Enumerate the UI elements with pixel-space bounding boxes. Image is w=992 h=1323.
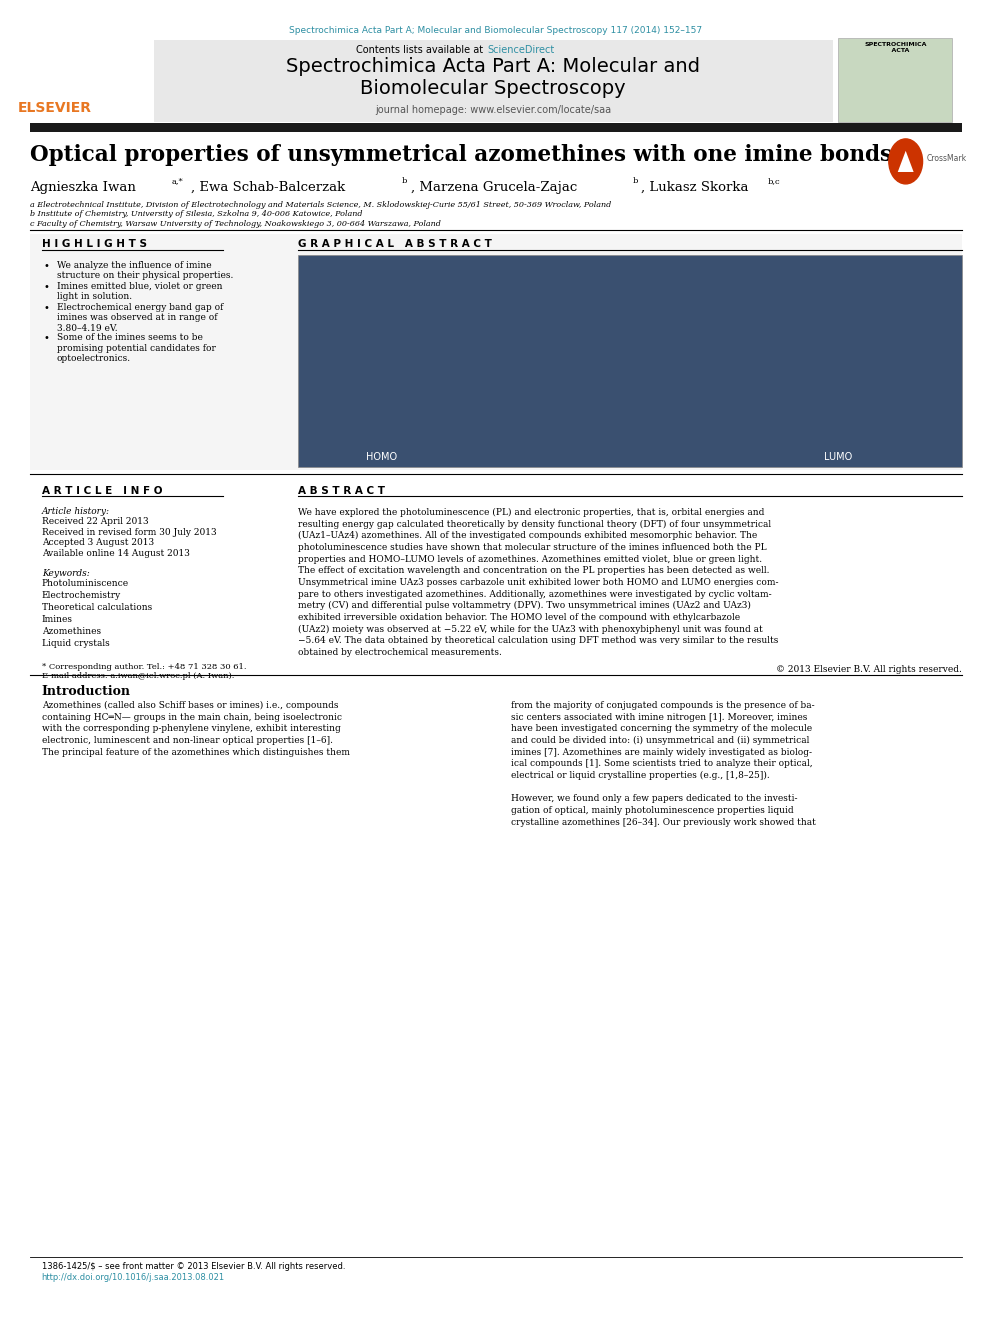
Text: Received in revised form 30 July 2013: Received in revised form 30 July 2013 xyxy=(42,528,216,537)
Text: Optical properties of unsymmetrical azomethines with one imine bonds: Optical properties of unsymmetrical azom… xyxy=(30,144,892,167)
Bar xyxy=(154,40,833,122)
Text: Accepted 3 August 2013: Accepted 3 August 2013 xyxy=(42,538,154,548)
Text: We have explored the photoluminescence (PL) and electronic properties, that is, : We have explored the photoluminescence (… xyxy=(298,508,764,517)
Text: Electrochemical energy band gap of
imines was observed at in range of
3.80–4.19 : Electrochemical energy band gap of imine… xyxy=(57,303,223,333)
Text: , Lukasz Skorka: , Lukasz Skorka xyxy=(641,181,753,194)
Bar xyxy=(298,255,962,467)
Text: Available online 14 August 2013: Available online 14 August 2013 xyxy=(42,549,189,558)
Text: HOMO: HOMO xyxy=(366,451,398,462)
Bar xyxy=(838,38,952,122)
Text: Unsymmetrical imine UAz3 posses carbazole unit exhibited lower both HOMO and LUM: Unsymmetrical imine UAz3 posses carbazol… xyxy=(298,578,778,587)
Text: Agnieszka Iwan: Agnieszka Iwan xyxy=(30,181,140,194)
Text: •: • xyxy=(44,261,50,271)
Text: * Corresponding author. Tel.: +48 71 328 30 61.: * Corresponding author. Tel.: +48 71 328… xyxy=(42,663,246,671)
Text: exhibited irreversible oxidation behavior. The HOMO level of the compound with e: exhibited irreversible oxidation behavio… xyxy=(298,613,740,622)
Text: and could be divided into: (i) unsymmetrical and (ii) symmetrical: and could be divided into: (i) unsymmetr… xyxy=(511,736,809,745)
Text: Theoretical calculations: Theoretical calculations xyxy=(42,603,152,613)
Text: , Ewa Schab-Balcerzak: , Ewa Schab-Balcerzak xyxy=(191,181,350,194)
Text: Keywords:: Keywords: xyxy=(42,569,89,578)
Text: from the majority of conjugated compounds is the presence of ba-: from the majority of conjugated compound… xyxy=(511,701,814,710)
Text: CrossMark: CrossMark xyxy=(927,155,966,163)
Text: have been investigated concerning the symmetry of the molecule: have been investigated concerning the sy… xyxy=(511,725,812,733)
Bar xyxy=(30,234,962,470)
Text: (UAz2) moiety was observed at −5.22 eV, while for the UAz3 with phenoxybiphenyl : (UAz2) moiety was observed at −5.22 eV, … xyxy=(298,624,762,634)
Text: c Faculty of Chemistry, Warsaw University of Technology, Noakowskiego 3, 00-664 : c Faculty of Chemistry, Warsaw Universit… xyxy=(30,220,440,228)
Text: •: • xyxy=(44,303,50,314)
Text: pare to others investigated azomethines. Additionally, azomethines were investig: pare to others investigated azomethines.… xyxy=(298,590,771,598)
Bar xyxy=(30,123,962,132)
Text: Spectrochimica Acta Part A; Molecular and Biomolecular Spectroscopy 117 (2014) 1: Spectrochimica Acta Part A; Molecular an… xyxy=(290,26,702,36)
Text: •: • xyxy=(44,333,50,344)
Text: crystalline azomethines [26–34]. Our previously work showed that: crystalline azomethines [26–34]. Our pre… xyxy=(511,818,815,827)
Text: Electrochemistry: Electrochemistry xyxy=(42,591,121,601)
Text: with the corresponding p-phenylene vinylene, exhibit interesting: with the corresponding p-phenylene vinyl… xyxy=(42,725,340,733)
Text: However, we found only a few papers dedicated to the investi-: However, we found only a few papers dedi… xyxy=(511,794,798,803)
Text: sic centers associated with imine nitrogen [1]. Moreover, imines: sic centers associated with imine nitrog… xyxy=(511,713,807,722)
Text: , Marzena Grucela-Zajac: , Marzena Grucela-Zajac xyxy=(411,181,581,194)
Text: b,c: b,c xyxy=(768,177,781,185)
Text: (UAz1–UAz4) azomethines. All of the investigated compounds exhibited mesomorphic: (UAz1–UAz4) azomethines. All of the inve… xyxy=(298,532,757,540)
Text: We analyze the influence of imine
structure on their physical properties.: We analyze the influence of imine struct… xyxy=(57,261,233,280)
Circle shape xyxy=(889,139,923,184)
Text: A B S T R A C T: A B S T R A C T xyxy=(298,486,385,496)
Text: imines [7]. Azomethines are mainly widely investigated as biolog-: imines [7]. Azomethines are mainly widel… xyxy=(511,747,811,757)
Text: journal homepage: www.elsevier.com/locate/saa: journal homepage: www.elsevier.com/locat… xyxy=(375,105,611,115)
Text: The principal feature of the azomethines which distinguishes them: The principal feature of the azomethines… xyxy=(42,747,349,757)
Text: b: b xyxy=(633,177,638,185)
Text: Azomethines (called also Schiff bases or imines) i.e., compounds: Azomethines (called also Schiff bases or… xyxy=(42,701,338,710)
Text: Article history:: Article history: xyxy=(42,507,110,516)
Text: −5.64 eV. The data obtained by theoretical calculation using DFT method was very: −5.64 eV. The data obtained by theoretic… xyxy=(298,636,778,646)
Text: Some of the imines seems to be
promising potential candidates for
optoelectronic: Some of the imines seems to be promising… xyxy=(57,333,215,364)
Text: The effect of excitation wavelength and concentration on the PL properties has b: The effect of excitation wavelength and … xyxy=(298,566,769,576)
Text: Liquid crystals: Liquid crystals xyxy=(42,639,109,648)
Text: © 2013 Elsevier B.V. All rights reserved.: © 2013 Elsevier B.V. All rights reserved… xyxy=(777,665,962,675)
Text: SPECTROCHIMICA
    ACTA: SPECTROCHIMICA ACTA xyxy=(864,42,928,53)
Text: ELSEVIER: ELSEVIER xyxy=(18,101,91,115)
Text: Imines emitted blue, violet or green
light in solution.: Imines emitted blue, violet or green lig… xyxy=(57,282,222,302)
Text: metry (CV) and differential pulse voltammetry (DPV). Two unsymmetrical imines (U: metry (CV) and differential pulse voltam… xyxy=(298,601,751,610)
Text: •: • xyxy=(44,282,50,292)
Text: Introduction: Introduction xyxy=(42,685,131,699)
Text: b Institute of Chemistry, University of Silesia, Szkolna 9, 40-006 Katowice, Pol: b Institute of Chemistry, University of … xyxy=(30,210,362,218)
Text: LUMO: LUMO xyxy=(824,451,852,462)
Text: gation of optical, mainly photoluminescence properties liquid: gation of optical, mainly photoluminesce… xyxy=(511,806,794,815)
Text: Imines: Imines xyxy=(42,615,72,624)
Text: Received 22 April 2013: Received 22 April 2013 xyxy=(42,517,148,527)
Text: containing HC═N— groups in the main chain, being isoelectronic: containing HC═N— groups in the main chai… xyxy=(42,713,341,722)
Text: Azomethines: Azomethines xyxy=(42,627,101,636)
Text: photoluminescence studies have shown that molecular structure of the imines infl: photoluminescence studies have shown tha… xyxy=(298,542,766,552)
Text: ScienceDirect: ScienceDirect xyxy=(487,45,555,56)
Text: b: b xyxy=(402,177,407,185)
Text: electrical or liquid crystalline properties (e.g., [1,8–25]).: electrical or liquid crystalline propert… xyxy=(511,771,770,781)
Text: Contents lists available at: Contents lists available at xyxy=(356,45,486,56)
Text: obtained by electrochemical measurements.: obtained by electrochemical measurements… xyxy=(298,648,502,656)
Text: Photoluminiscence: Photoluminiscence xyxy=(42,579,129,589)
Text: a Electrotechnical Institute, Division of Electrotechnology and Materials Scienc: a Electrotechnical Institute, Division o… xyxy=(30,201,611,209)
Text: http://dx.doi.org/10.1016/j.saa.2013.08.021: http://dx.doi.org/10.1016/j.saa.2013.08.… xyxy=(42,1273,225,1282)
Text: a,*: a,* xyxy=(172,177,184,185)
Text: 1386-1425/$ – see front matter © 2013 Elsevier B.V. All rights reserved.: 1386-1425/$ – see front matter © 2013 El… xyxy=(42,1262,345,1271)
Text: E-mail address: a.iwan@iel.wroc.pl (A. Iwan).: E-mail address: a.iwan@iel.wroc.pl (A. I… xyxy=(42,672,234,680)
Text: G R A P H I C A L   A B S T R A C T: G R A P H I C A L A B S T R A C T xyxy=(298,239,491,250)
Text: A R T I C L E   I N F O: A R T I C L E I N F O xyxy=(42,486,162,496)
Polygon shape xyxy=(898,151,914,172)
Text: resulting energy gap calculated theoretically by density functional theory (DFT): resulting energy gap calculated theoreti… xyxy=(298,520,771,529)
Text: electronic, luminescent and non-linear optical properties [1–6].: electronic, luminescent and non-linear o… xyxy=(42,736,332,745)
Text: H I G H L I G H T S: H I G H L I G H T S xyxy=(42,239,147,250)
Text: Spectrochimica Acta Part A: Molecular and
Biomolecular Spectroscopy: Spectrochimica Acta Part A: Molecular an… xyxy=(286,57,700,98)
Text: properties and HOMO–LUMO levels of azomethines. Azomethines emitted violet, blue: properties and HOMO–LUMO levels of azome… xyxy=(298,554,762,564)
Text: ical compounds [1]. Some scientists tried to analyze their optical,: ical compounds [1]. Some scientists trie… xyxy=(511,759,812,769)
